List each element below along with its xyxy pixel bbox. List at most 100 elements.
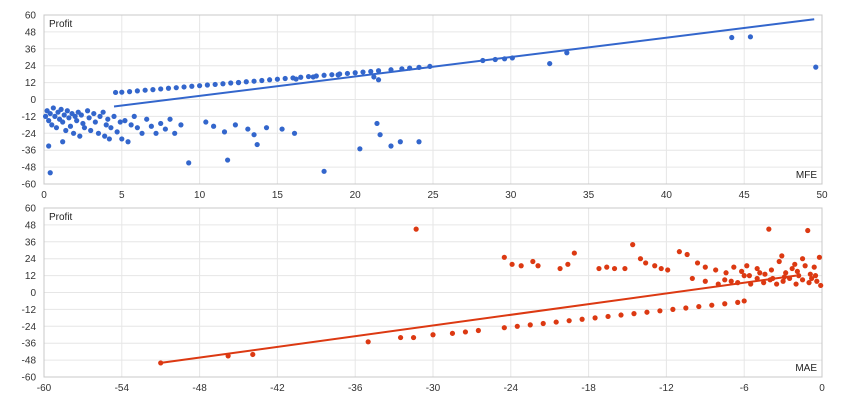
data-point <box>100 109 106 115</box>
x-tick-label: -30 <box>426 383 441 394</box>
data-point <box>293 76 299 82</box>
data-point <box>131 113 137 119</box>
data-point <box>344 70 351 77</box>
data-point <box>794 268 800 274</box>
data-point <box>449 330 456 336</box>
data-point <box>812 273 819 279</box>
data-point <box>799 277 806 283</box>
data-point <box>52 113 58 119</box>
data-point <box>413 226 419 232</box>
data-point <box>605 313 611 320</box>
data-point <box>279 126 285 132</box>
data-point <box>735 299 741 305</box>
data-point <box>665 267 671 273</box>
data-point <box>374 120 380 127</box>
data-point <box>527 322 533 328</box>
x-tick-label: -36 <box>348 383 363 394</box>
data-point <box>352 70 358 76</box>
data-point <box>274 76 280 82</box>
data-point <box>540 320 546 327</box>
data-point <box>802 263 808 269</box>
data-point <box>780 278 786 284</box>
data-point <box>622 265 628 272</box>
data-point <box>92 119 98 125</box>
data-point <box>814 278 820 284</box>
x-tick-label: -48 <box>192 383 207 394</box>
data-point <box>766 226 772 232</box>
data-point <box>46 143 52 149</box>
data-point <box>321 168 327 174</box>
y-tick-label: -12 <box>22 305 37 316</box>
data-point <box>741 273 747 279</box>
data-point <box>357 146 363 152</box>
data-point <box>66 115 72 121</box>
data-point <box>158 360 164 366</box>
data-point <box>799 256 806 262</box>
x-tick-label: 40 <box>661 190 673 201</box>
data-point <box>186 160 192 166</box>
data-point <box>60 139 66 145</box>
y-tick-label: 0 <box>30 288 36 299</box>
data-point <box>475 327 481 334</box>
data-point <box>111 113 117 119</box>
x-tick-label: 30 <box>505 190 517 201</box>
data-point <box>761 280 767 286</box>
data-point <box>173 85 179 91</box>
data-point <box>254 141 260 148</box>
data-point <box>178 122 184 128</box>
data-point <box>377 132 383 138</box>
data-point <box>211 123 217 129</box>
data-point <box>565 261 571 267</box>
data-point <box>88 127 94 134</box>
data-point <box>637 256 644 262</box>
data-point <box>722 301 728 307</box>
data-point <box>72 113 78 119</box>
data-point <box>305 73 312 80</box>
data-point <box>723 270 729 276</box>
data-point <box>158 86 164 92</box>
data-point <box>181 84 187 90</box>
x-tick-label: 10 <box>194 190 206 201</box>
data-point <box>64 108 70 114</box>
data-point <box>77 133 83 139</box>
data-point <box>416 139 422 145</box>
data-point <box>514 323 520 329</box>
data-point <box>119 89 125 95</box>
y-tick-label: -60 <box>22 373 37 384</box>
data-point <box>142 87 148 93</box>
data-point <box>731 264 737 270</box>
data-point <box>126 89 133 95</box>
data-point <box>430 332 436 338</box>
x-axis-label: MAE <box>795 363 817 374</box>
data-point <box>754 275 760 282</box>
data-point <box>547 60 553 67</box>
data-point <box>189 83 195 89</box>
data-point <box>329 72 335 78</box>
data-point <box>774 281 780 287</box>
data-point <box>102 133 108 139</box>
data-point <box>282 75 288 82</box>
data-point <box>114 129 120 135</box>
data-point <box>95 130 102 136</box>
data-point <box>518 263 524 269</box>
y-tick-label: 12 <box>25 271 37 282</box>
data-point <box>768 267 775 273</box>
data-point <box>128 122 134 128</box>
data-point <box>167 116 173 122</box>
data-point <box>153 130 159 136</box>
data-point <box>566 318 572 324</box>
data-point <box>291 130 298 136</box>
data-point <box>592 315 598 321</box>
y-tick-label: 24 <box>25 254 37 265</box>
data-point <box>80 120 86 127</box>
data-point <box>501 325 507 331</box>
x-tick-label: 50 <box>816 190 828 201</box>
y-tick-label: 36 <box>25 237 37 248</box>
data-point <box>263 125 270 131</box>
data-point <box>47 110 53 117</box>
y-tick-label: 48 <box>25 220 37 231</box>
data-point <box>579 316 585 322</box>
y-tick-label: -36 <box>22 339 37 350</box>
data-point <box>119 136 125 142</box>
x-tick-label: -6 <box>740 383 749 394</box>
